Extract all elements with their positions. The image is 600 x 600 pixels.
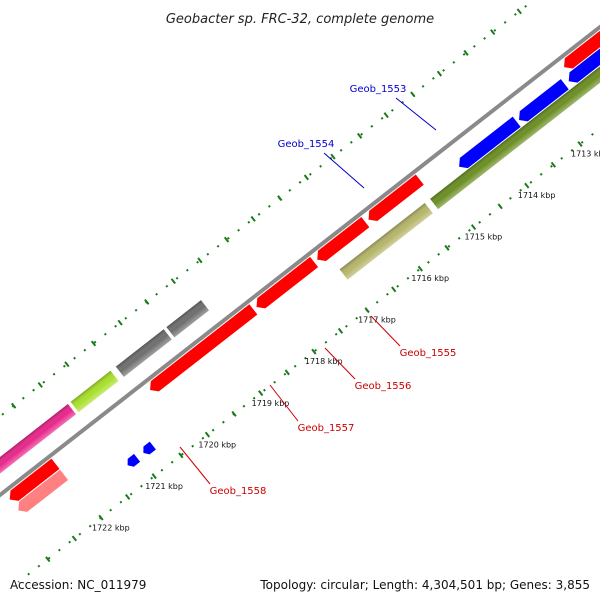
tick-mark (117, 319, 123, 326)
tick-label: 1714 kbp (518, 191, 556, 200)
tick-mark (550, 161, 557, 168)
tick-label: 1716 kbp (411, 274, 449, 283)
tick-label: 1713 kbp (571, 150, 600, 159)
tick-label: 1717 kbp (358, 316, 396, 325)
label-leader (324, 347, 356, 380)
gene-block-shade (115, 329, 172, 377)
cds-arrow[interactable] (253, 256, 319, 312)
genome-band (0, 0, 600, 583)
tick-mark (170, 278, 176, 285)
cds-arrow[interactable] (125, 453, 141, 469)
tick-mark (497, 203, 503, 210)
cds-arrow[interactable] (365, 174, 424, 225)
tick-mark (151, 473, 157, 480)
tick-mark (45, 556, 51, 563)
tick-mark (516, 8, 522, 15)
tick-mark (124, 493, 131, 500)
cds-arrow[interactable] (313, 216, 370, 265)
tick-mark (524, 182, 530, 189)
tick-mark (383, 112, 389, 119)
cds-arrow[interactable] (455, 116, 521, 172)
tick-mark (258, 390, 264, 397)
cds-arrow[interactable] (565, 37, 600, 86)
tick-label: 1720 kbp (198, 440, 236, 449)
tick-label: 1722 kbp (92, 523, 130, 532)
tick-mark (284, 369, 290, 376)
gene-block-shade (166, 300, 209, 338)
accession-label: Accession: NC_011979 (10, 578, 147, 592)
gene-label[interactable]: Geob_1557 (298, 423, 355, 434)
tick-mark (356, 132, 363, 139)
tick-mark (364, 307, 370, 314)
tick-mark (98, 514, 104, 521)
tick-mark (64, 361, 70, 368)
tick-mark (303, 174, 310, 181)
tick-mark (250, 215, 256, 222)
gene-block-shade (339, 202, 433, 280)
tick-mark (37, 381, 43, 388)
tick-mark (330, 153, 336, 160)
map-title: Geobacter sp. FRC-32, complete genome (166, 12, 434, 27)
gene-label[interactable]: Geob_1555 (400, 348, 457, 359)
gene-block-shade (70, 370, 119, 413)
tick-mark (277, 195, 283, 202)
gene-label[interactable]: Geob_1553 (350, 84, 407, 95)
genome-summary: Topology: circular; Length: 4,304,501 bp… (260, 578, 590, 592)
label-leader (269, 384, 299, 422)
cds-arrow[interactable] (560, 26, 600, 72)
cds-arrow[interactable] (146, 304, 258, 395)
tick-mark (391, 286, 397, 293)
tick-mark (223, 236, 230, 243)
tick-label: 1718 kbp (305, 357, 343, 366)
tick-mark (436, 70, 443, 77)
tick-mark (11, 402, 17, 409)
cds-track (6, 26, 600, 516)
tick-label: 1721 kbp (145, 482, 183, 491)
label-leader (370, 315, 401, 347)
tick-mark (178, 452, 184, 459)
tick-label: 1715 kbp (465, 233, 503, 242)
tick-label: 1719 kbp (252, 399, 290, 408)
tick-mark (577, 141, 583, 148)
cds-arrow[interactable] (140, 441, 156, 457)
tick-mark (490, 29, 496, 36)
tick-mark (417, 265, 423, 272)
cds-arrow[interactable] (515, 79, 569, 125)
tick-mark (90, 340, 97, 347)
tick-mark (410, 91, 416, 98)
cds-arrow[interactable] (14, 469, 69, 516)
tick-mark (71, 535, 78, 542)
outer-tick-ring (17, 76, 600, 583)
cds-arrow[interactable] (6, 458, 60, 505)
gene-label[interactable]: Geob_1554 (278, 139, 335, 150)
tick-mark (144, 298, 150, 305)
gene-block-shade (0, 403, 76, 496)
tick-mark (197, 257, 203, 264)
tick-mark (470, 224, 477, 231)
tick-mark (231, 410, 237, 417)
label-leader (323, 152, 365, 189)
label-leader (179, 446, 211, 485)
label-leader (395, 97, 437, 131)
tick-mark (444, 244, 450, 251)
gene-block-shade (430, 63, 600, 210)
tick-mark (463, 49, 469, 56)
tick-mark (204, 431, 211, 438)
tick-mark (337, 327, 344, 334)
gene-label[interactable]: Geob_1558 (210, 486, 267, 497)
gene-track (0, 63, 600, 496)
gene-label[interactable]: Geob_1556 (355, 381, 412, 392)
genome-backbone (0, 13, 600, 521)
tick-mark (311, 348, 317, 355)
